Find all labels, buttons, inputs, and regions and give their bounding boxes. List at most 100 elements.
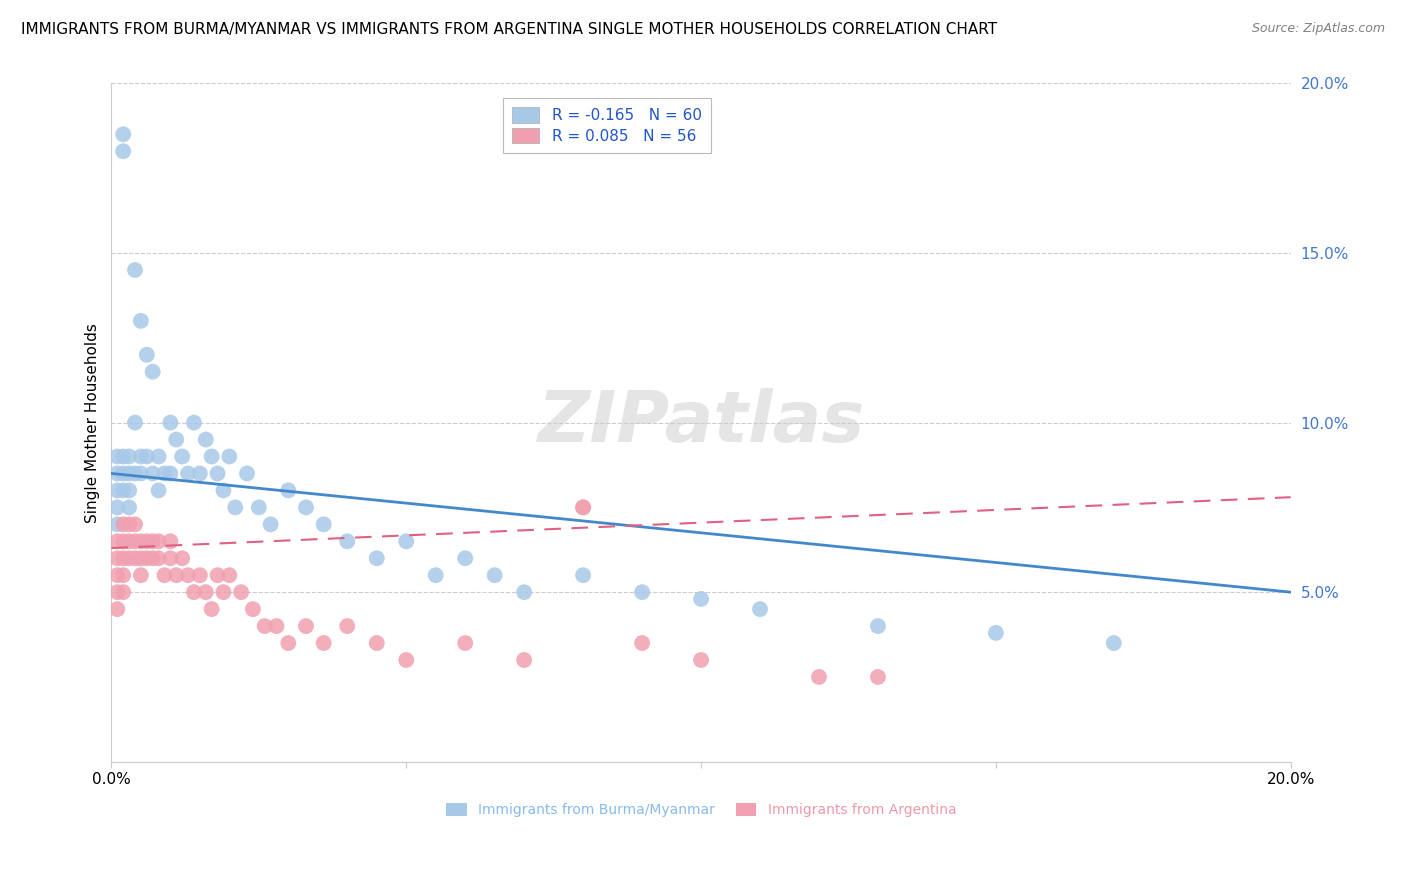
Point <box>142 365 165 379</box>
Point <box>142 551 165 566</box>
Point <box>118 534 141 549</box>
Point <box>118 551 141 566</box>
Point <box>207 467 229 481</box>
Point <box>153 467 176 481</box>
Point <box>259 517 281 532</box>
Point <box>188 568 211 582</box>
Point <box>201 450 224 464</box>
Point <box>513 653 536 667</box>
Point <box>336 534 359 549</box>
Point <box>129 467 152 481</box>
Point <box>124 467 146 481</box>
Text: Source: ZipAtlas.com: Source: ZipAtlas.com <box>1251 22 1385 36</box>
Point <box>112 483 135 498</box>
Point <box>177 467 200 481</box>
Point <box>105 517 128 532</box>
Point <box>124 551 146 566</box>
Point <box>135 348 157 362</box>
Point <box>690 653 713 667</box>
Point <box>631 636 654 650</box>
Point <box>124 534 146 549</box>
Point <box>135 534 157 549</box>
Point <box>366 636 388 650</box>
Text: ZIPatlas: ZIPatlas <box>537 388 865 457</box>
Point <box>129 534 152 549</box>
Point <box>212 483 235 498</box>
Point <box>118 467 141 481</box>
Point <box>395 653 418 667</box>
Point <box>224 500 246 515</box>
Point <box>207 568 229 582</box>
Point <box>112 551 135 566</box>
Point <box>183 585 205 599</box>
Point <box>112 145 135 159</box>
Point <box>454 636 477 650</box>
Point <box>295 500 318 515</box>
Point <box>118 450 141 464</box>
Point <box>165 433 187 447</box>
Point <box>212 585 235 599</box>
Point <box>866 670 889 684</box>
Point <box>484 568 506 582</box>
Point <box>312 517 335 532</box>
Point <box>129 314 152 328</box>
Point <box>124 263 146 277</box>
Point <box>165 568 187 582</box>
Point <box>148 534 170 549</box>
Point <box>425 568 447 582</box>
Text: IMMIGRANTS FROM BURMA/MYANMAR VS IMMIGRANTS FROM ARGENTINA SINGLE MOTHER HOUSEHO: IMMIGRANTS FROM BURMA/MYANMAR VS IMMIGRA… <box>21 22 997 37</box>
Point <box>188 467 211 481</box>
Point <box>201 602 224 616</box>
Point <box>295 619 318 633</box>
Point <box>253 619 276 633</box>
Point <box>112 534 135 549</box>
Point <box>129 568 152 582</box>
Point <box>266 619 288 633</box>
Point <box>172 551 194 566</box>
Point <box>242 602 264 616</box>
Point <box>218 568 240 582</box>
Point <box>112 517 135 532</box>
Point <box>105 467 128 481</box>
Point <box>194 433 217 447</box>
Point <box>172 450 194 464</box>
Point <box>177 568 200 582</box>
Point <box>336 619 359 633</box>
Point <box>142 534 165 549</box>
Point <box>183 416 205 430</box>
Point <box>148 450 170 464</box>
Point <box>112 128 135 142</box>
Point <box>105 483 128 498</box>
Point <box>194 585 217 599</box>
Point <box>159 416 181 430</box>
Point <box>112 568 135 582</box>
Point <box>142 467 165 481</box>
Point <box>159 551 181 566</box>
Point <box>118 500 141 515</box>
Legend: Immigrants from Burma/Myanmar, Immigrants from Argentina: Immigrants from Burma/Myanmar, Immigrant… <box>440 797 962 822</box>
Point <box>124 416 146 430</box>
Point <box>153 568 176 582</box>
Point <box>572 500 595 515</box>
Point <box>105 568 128 582</box>
Point <box>312 636 335 650</box>
Point <box>159 467 181 481</box>
Point <box>112 585 135 599</box>
Point <box>454 551 477 566</box>
Point <box>112 467 135 481</box>
Point <box>572 568 595 582</box>
Point <box>984 625 1007 640</box>
Point <box>690 591 713 606</box>
Point <box>105 500 128 515</box>
Point <box>808 670 831 684</box>
Point <box>105 551 128 566</box>
Point <box>148 483 170 498</box>
Point <box>572 500 595 515</box>
Point <box>866 619 889 633</box>
Point <box>231 585 253 599</box>
Point <box>366 551 388 566</box>
Point <box>631 585 654 599</box>
Point <box>105 450 128 464</box>
Point <box>124 517 146 532</box>
Point <box>159 534 181 549</box>
